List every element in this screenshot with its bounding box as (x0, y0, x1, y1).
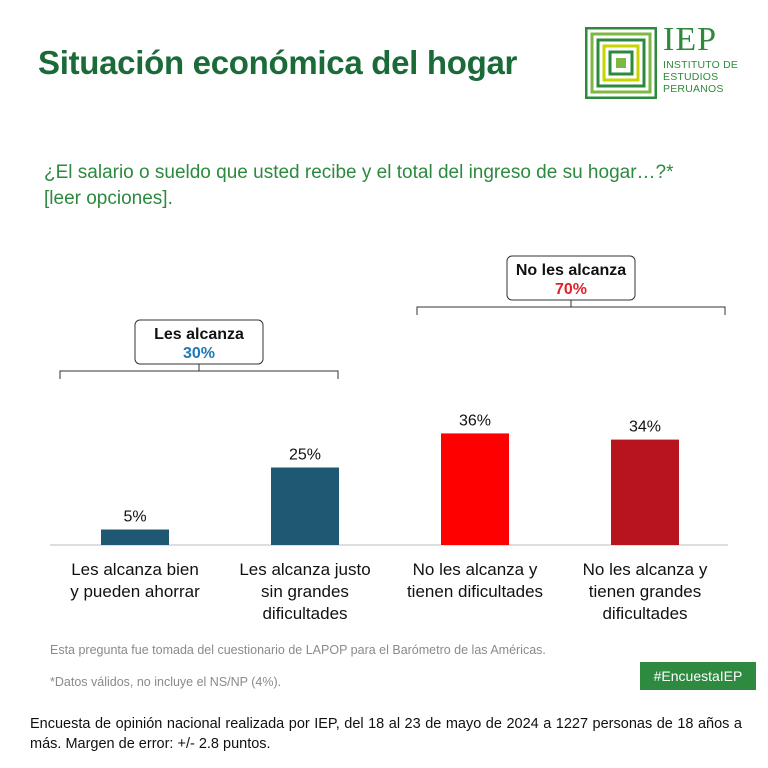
category-label-3: No les alcanza y tienen dificultades (407, 560, 543, 601)
iep-logo-icon (585, 27, 657, 99)
iep-logo: IEP INSTITUTO DE ESTUDIOS PERUANOS (585, 23, 745, 99)
page-title: Situación económica del hogar (38, 44, 518, 81)
bar-value-label-1: 5% (123, 509, 146, 526)
category-label-1: Les alcanza bien y pueden ahorrar (70, 560, 200, 601)
bar-chart: 5% Les alcanza bien y pueden ahorrar 25% Les… (50, 255, 728, 623)
category-label-line: dificultades (602, 604, 687, 623)
category-label-line: Les alcanza bien (71, 560, 199, 579)
logo-name: IEP (663, 21, 717, 58)
group-callout-box-2 (506, 255, 636, 301)
bar-4 (611, 439, 679, 545)
category-label-line: dificultades (262, 604, 347, 623)
category-label-line: y pueden ahorrar (70, 582, 200, 601)
footnote: *Datos válidos, no incluye el NS/NP (4%)… (50, 675, 282, 689)
category-label-line: No les alcanza y (413, 560, 538, 579)
group-callout-title-2: No les alcanza (516, 262, 626, 279)
category-label-4: No les alcanza y tienen grandes dificultad… (583, 560, 708, 623)
group-callout-box-1 (134, 319, 264, 365)
group-bracket-2 (416, 300, 726, 315)
bar-1 (101, 529, 169, 545)
bar-3 (441, 433, 509, 545)
group-callout-value-2: 70% (555, 281, 587, 298)
category-label-line: sin grandes (261, 582, 349, 601)
category-label-line: tienen grandes (589, 582, 701, 601)
bar-value-label-2: 25% (289, 447, 321, 464)
category-label-line: Les alcanza justo (239, 560, 370, 579)
bar-value-label-3: 36% (459, 412, 491, 429)
bar-2 (271, 467, 339, 545)
logo-subtitle: INSTITUTO DE ESTUDIOS PERUANOS (663, 59, 739, 95)
hashtag-badge: #EncuestaIEP (640, 662, 756, 690)
category-label-line: tienen dificultades (407, 582, 543, 601)
group-callout-title-1: Les alcanza (154, 326, 244, 343)
category-label-2: Les alcanza justo sin grandes dificultades (239, 560, 370, 623)
group-bracket-1 (59, 364, 339, 379)
group-callout-value-1: 30% (183, 345, 215, 362)
category-label-line: No les alcanza y (583, 560, 708, 579)
survey-question: ¿El salario o sueldo que usted recibe y … (44, 162, 674, 209)
source-note: Esta pregunta fue tomada del cuestionari… (50, 643, 546, 657)
bar-value-label-4: 34% (629, 419, 661, 436)
survey-methodology: Encuesta de opinión nacional realizada p… (30, 716, 742, 752)
